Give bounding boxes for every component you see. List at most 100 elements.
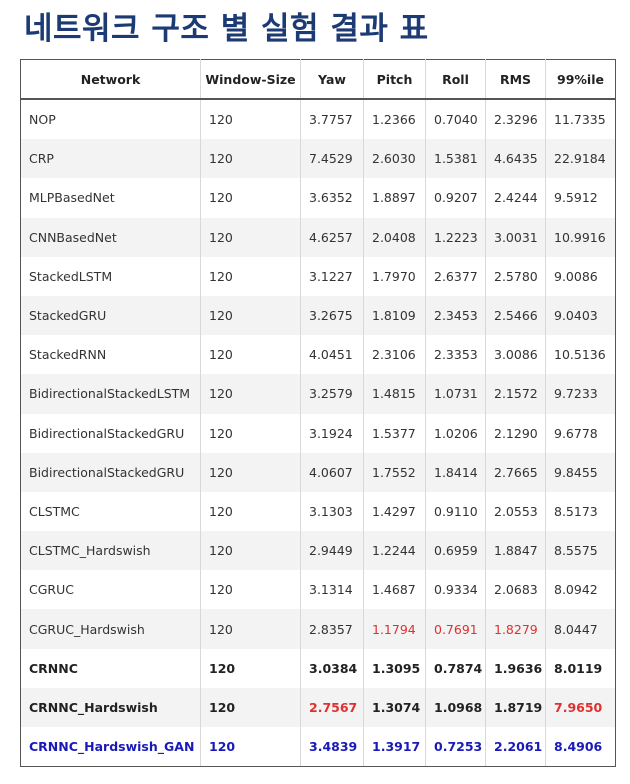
cell-window-size: 120 (200, 99, 301, 140)
cell-rms: 3.0086 (485, 335, 546, 375)
cell-yaw: 2.9449 (300, 531, 364, 571)
cell-window-size: 120 (200, 139, 301, 179)
table-row: CGRUC_Hardswish 120 2.8357 1.1794 0.7691… (20, 609, 616, 649)
cell-window-size: 120 (200, 217, 301, 257)
cell-99ile: 9.5912 (545, 178, 616, 218)
header-row: Network Window-Size Yaw Pitch Roll RMS 9… (20, 59, 616, 100)
cell-window-size: 120 (200, 687, 301, 727)
cell-rms: 4.6435 (485, 139, 546, 179)
cell-rms: 1.9636 (485, 648, 546, 688)
cell-yaw: 3.1314 (300, 570, 364, 610)
cell-roll: 0.9334 (425, 570, 486, 610)
cell-window-size: 120 (200, 413, 301, 453)
cell-pitch: 2.3106 (363, 335, 426, 375)
cell-network: CRNNC (20, 648, 201, 688)
header-rms: RMS (485, 59, 546, 100)
cell-roll: 0.9207 (425, 178, 486, 218)
cell-window-size: 120 (200, 178, 301, 218)
cell-yaw: 3.1303 (300, 491, 364, 532)
cell-roll: 0.7691 (425, 609, 486, 649)
cell-window-size: 120 (200, 727, 301, 768)
cell-pitch: 2.0408 (363, 217, 426, 257)
cell-roll: 1.0968 (425, 687, 486, 727)
cell-window-size: 120 (200, 531, 301, 571)
cell-roll: 1.2223 (425, 217, 486, 257)
cell-99ile: 9.8455 (545, 452, 616, 492)
cell-network: StackedLSTM (20, 256, 201, 296)
cell-roll: 1.0206 (425, 413, 486, 453)
cell-network: CRNNC_Hardswish (20, 687, 201, 727)
cell-rms: 2.1290 (485, 413, 546, 453)
table-row: StackedLSTM 120 3.1227 1.7970 2.6377 2.5… (20, 256, 616, 296)
cell-roll: 2.6377 (425, 256, 486, 296)
cell-window-size: 120 (200, 609, 301, 649)
cell-99ile: 8.4906 (545, 727, 616, 768)
cell-window-size: 120 (200, 570, 301, 610)
cell-pitch: 1.3095 (363, 648, 426, 688)
cell-99ile: 9.0403 (545, 295, 616, 336)
cell-99ile: 7.9650 (545, 687, 616, 727)
cell-99ile: 10.9916 (545, 217, 616, 257)
cell-99ile: 8.5173 (545, 491, 616, 532)
cell-rms: 2.5780 (485, 256, 546, 296)
cell-rms: 2.0553 (485, 491, 546, 532)
cell-rms: 2.5466 (485, 295, 546, 336)
cell-rms: 2.1572 (485, 374, 546, 414)
cell-pitch: 1.1794 (363, 609, 426, 649)
cell-yaw: 2.8357 (300, 609, 364, 649)
cell-pitch: 1.5377 (363, 413, 426, 453)
cell-roll: 2.3353 (425, 335, 486, 375)
header-window-size: Window-Size (200, 59, 301, 100)
cell-99ile: 9.0086 (545, 256, 616, 296)
cell-network: BidirectionalStackedLSTM (20, 374, 201, 414)
cell-pitch: 1.7552 (363, 452, 426, 492)
cell-99ile: 8.0942 (545, 570, 616, 610)
table-row: CGRUC 120 3.1314 1.4687 0.9334 2.0683 8.… (20, 570, 616, 610)
header-network: Network (20, 59, 201, 100)
cell-yaw: 4.0451 (300, 335, 364, 375)
table-row: CRP 120 7.4529 2.6030 1.5381 4.6435 22.9… (20, 139, 616, 179)
cell-network: BidirectionalStackedGRU (20, 452, 201, 492)
cell-roll: 0.7874 (425, 648, 486, 688)
table-row: StackedGRU 120 3.2675 1.8109 2.3453 2.54… (20, 295, 616, 336)
table-row: BidirectionalStackedLSTM 120 3.2579 1.48… (20, 374, 616, 414)
cell-pitch: 1.8109 (363, 295, 426, 336)
cell-yaw: 3.2579 (300, 374, 364, 414)
cell-99ile: 22.9184 (545, 139, 616, 179)
cell-window-size: 120 (200, 256, 301, 296)
table-row: CLSTMC 120 3.1303 1.4297 0.9110 2.0553 8… (20, 491, 616, 532)
table-row: CLSTMC_Hardswish 120 2.9449 1.2244 0.695… (20, 531, 616, 571)
cell-window-size: 120 (200, 452, 301, 492)
table-row: CNNBasedNet 120 4.6257 2.0408 1.2223 3.0… (20, 217, 616, 257)
cell-rms: 3.0031 (485, 217, 546, 257)
cell-pitch: 1.4687 (363, 570, 426, 610)
cell-window-size: 120 (200, 648, 301, 688)
cell-yaw: 7.4529 (300, 139, 364, 179)
cell-99ile: 8.0447 (545, 609, 616, 649)
cell-pitch: 1.2366 (363, 99, 426, 140)
cell-yaw: 2.7567 (300, 687, 364, 727)
cell-yaw: 3.1924 (300, 413, 364, 453)
cell-network: CLSTMC (20, 491, 201, 532)
cell-yaw: 4.6257 (300, 217, 364, 257)
cell-pitch: 1.3074 (363, 687, 426, 727)
header-99ile: 99%ile (545, 59, 616, 100)
cell-roll: 1.8414 (425, 452, 486, 492)
cell-99ile: 9.7233 (545, 374, 616, 414)
cell-network: CLSTMC_Hardswish (20, 531, 201, 571)
header-roll: Roll (425, 59, 486, 100)
cell-network: CNNBasedNet (20, 217, 201, 257)
cell-roll: 0.6959 (425, 531, 486, 571)
cell-roll: 2.3453 (425, 295, 486, 336)
cell-yaw: 3.6352 (300, 178, 364, 218)
header-pitch: Pitch (363, 59, 426, 100)
cell-yaw: 3.4839 (300, 727, 364, 768)
cell-99ile: 11.7335 (545, 99, 616, 140)
cell-pitch: 1.2244 (363, 531, 426, 571)
cell-yaw: 3.2675 (300, 295, 364, 336)
cell-yaw: 3.1227 (300, 256, 364, 296)
cell-pitch: 1.3917 (363, 727, 426, 768)
cell-yaw: 4.0607 (300, 452, 364, 492)
cell-network: CGRUC_Hardswish (20, 609, 201, 649)
cell-rms: 1.8279 (485, 609, 546, 649)
